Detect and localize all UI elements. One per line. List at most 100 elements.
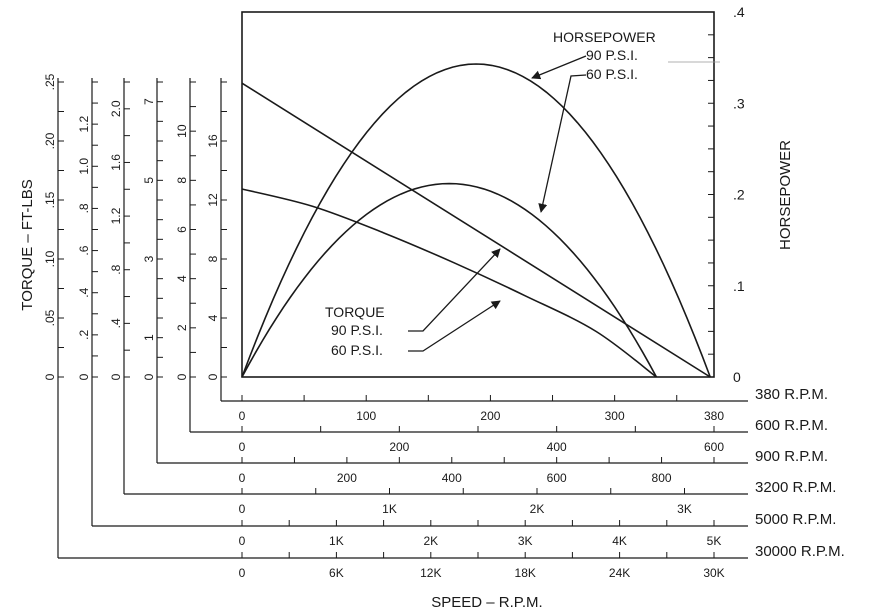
speed-tick-label: 18K: [515, 566, 536, 580]
speed-scale-label: 30000 R.P.M.: [755, 543, 845, 560]
torque-scale-1: 0 .05 .10 .15 .20 .25: [43, 73, 64, 558]
speed-scale-3: 0 200 400 600 800 900 R.P.M.: [157, 448, 828, 485]
speed-tick-label: 200: [389, 440, 409, 454]
torque-tick-label: .4: [77, 287, 91, 297]
speed-tick-label: 30K: [703, 566, 724, 580]
torque-tick-label: 5: [142, 177, 156, 184]
torque-tick-label: 4: [206, 314, 220, 321]
speed-scale-label: 5000 R.P.M.: [755, 511, 836, 528]
speed-tick-label: 2K: [423, 534, 438, 548]
speed-tick-label: 400: [547, 440, 567, 454]
hp-tick-label: .1: [733, 278, 745, 294]
torque-tick-label: 10: [175, 124, 189, 138]
torque-tick-label: 1: [142, 334, 156, 341]
torque-tick-label: 16: [206, 134, 220, 148]
torque-tick-label: 8: [206, 255, 220, 262]
torque-tick-label: .05: [43, 309, 57, 326]
plot-frame: [241, 11, 715, 378]
torque-tick-label: .6: [77, 245, 91, 255]
hp-tick-label: .3: [733, 95, 745, 111]
speed-tick-label: 0: [239, 440, 246, 454]
torque-legend-90psi: 90 P.S.I.: [331, 322, 383, 338]
y-axis-title-right: HORSEPOWER: [777, 140, 794, 250]
torque-legend-60psi: 60 P.S.I.: [331, 342, 383, 358]
torque-scale-4: 0 1 3 5 7: [142, 78, 163, 463]
hp-90psi-arrow: [531, 55, 587, 80]
speed-tick-label: 300: [605, 409, 625, 423]
speed-tick-label: 0: [239, 534, 246, 548]
speed-tick-label: 3K: [677, 502, 692, 516]
torque-scales: 0 .05 .10 .15 .20 .25 0 .2 .4 .6 .8 1.0 1.2 0 .4 .8 1.2 1…: [43, 73, 227, 558]
speed-tick-label: 0: [239, 471, 246, 485]
y-axis-title-left: TORQUE – FT-LBS: [19, 179, 36, 310]
torque-tick-label: 0: [43, 373, 57, 380]
torque-tick-label: 0: [109, 373, 123, 380]
speed-tick-label: 0: [239, 409, 246, 423]
speed-scale-2: 0 200 400 600 600 R.P.M.: [190, 417, 828, 454]
speed-tick-label: 3K: [518, 534, 533, 548]
speed-scale-4: 0 1K 2K 3K 3200 R.P.M.: [124, 479, 836, 516]
speed-tick-label: 0: [239, 502, 246, 516]
speed-tick-label: 200: [337, 471, 357, 485]
speed-scale-1: 0 100 200 300 380 380 R.P.M.: [221, 386, 828, 423]
speed-tick-label: 100: [356, 409, 376, 423]
torque-90psi-arrow: [408, 248, 501, 332]
torque-tick-label: 0: [77, 373, 91, 380]
hp-60psi-arrow: [538, 74, 587, 213]
torque-tick-label: .20: [43, 132, 57, 149]
torque-legend-title: TORQUE: [325, 304, 385, 320]
horsepower-60psi-curve: [241, 182, 658, 378]
torque-tick-label: 7: [142, 98, 156, 105]
hp-tick-label: .4: [733, 4, 745, 20]
speed-scale-6: 0 6K 12K 18K 24K 30K 30000 R.P.M.: [58, 543, 845, 580]
torque-60psi-arrow: [408, 300, 501, 352]
torque-90psi-curve: [241, 82, 711, 378]
torque-60psi-curve: [241, 188, 657, 378]
torque-tick-label: .8: [109, 264, 123, 274]
torque-tick-label: 0: [142, 373, 156, 380]
torque-tick-label: 6: [175, 226, 189, 233]
horsepower-90psi-curve: [241, 63, 711, 378]
speed-scale-label: 600 R.P.M.: [755, 417, 828, 434]
speed-scale-5: 0 1K 2K 3K 4K 5K 5000 R.P.M.: [92, 511, 836, 548]
hp-legend-60psi: 60 P.S.I.: [586, 66, 638, 82]
hp-legend-title: HORSEPOWER: [553, 29, 656, 45]
torque-tick-label: 2: [175, 324, 189, 331]
curves: [241, 63, 711, 378]
speed-tick-label: 12K: [420, 566, 441, 580]
speed-tick-label: 600: [704, 440, 724, 454]
speed-tick-label: 0: [239, 566, 246, 580]
speed-tick-label: 24K: [609, 566, 630, 580]
speed-tick-label: 1K: [382, 502, 397, 516]
torque-tick-label: 0: [175, 373, 189, 380]
torque-tick-label: 1.6: [109, 154, 123, 171]
torque-tick-label: 12: [206, 193, 220, 207]
torque-tick-label: .8: [77, 203, 91, 213]
torque-tick-label: .25: [43, 73, 57, 90]
torque-tick-label: .15: [43, 191, 57, 208]
speed-scale-label: 380 R.P.M.: [755, 386, 828, 403]
speed-scales: 0 100 200 300 380 380 R.P.M. 0 200 400 600 600 R.P…: [58, 386, 845, 580]
torque-tick-label: 3: [142, 255, 156, 262]
speed-tick-label: 800: [652, 471, 672, 485]
speed-scale-label: 900 R.P.M.: [755, 448, 828, 465]
torque-tick-label: 8: [175, 177, 189, 184]
torque-tick-label: 1.0: [77, 158, 91, 175]
curve-annotations: HORSEPOWER 90 P.S.I. 60 P.S.I. TORQUE 90…: [325, 29, 720, 358]
speed-tick-label: 600: [547, 471, 567, 485]
torque-tick-label: 4: [175, 275, 189, 282]
x-axis-title: SPEED – R.P.M.: [431, 594, 542, 611]
torque-tick-label: 2.0: [109, 100, 123, 117]
torque-tick-label: .10: [43, 250, 57, 267]
speed-tick-label: 400: [442, 471, 462, 485]
hp-tick-label: .2: [733, 187, 745, 203]
hp-tick-label: 0: [733, 369, 741, 385]
speed-tick-label: 2K: [530, 502, 545, 516]
speed-tick-label: 200: [480, 409, 500, 423]
torque-tick-label: 1.2: [109, 207, 123, 224]
horsepower-axis: 0 .1 .2 .3 .4: [708, 4, 745, 385]
speed-tick-label: 5K: [707, 534, 722, 548]
hp-legend-90psi: 90 P.S.I.: [586, 47, 638, 63]
torque-tick-label: 0: [206, 373, 220, 380]
